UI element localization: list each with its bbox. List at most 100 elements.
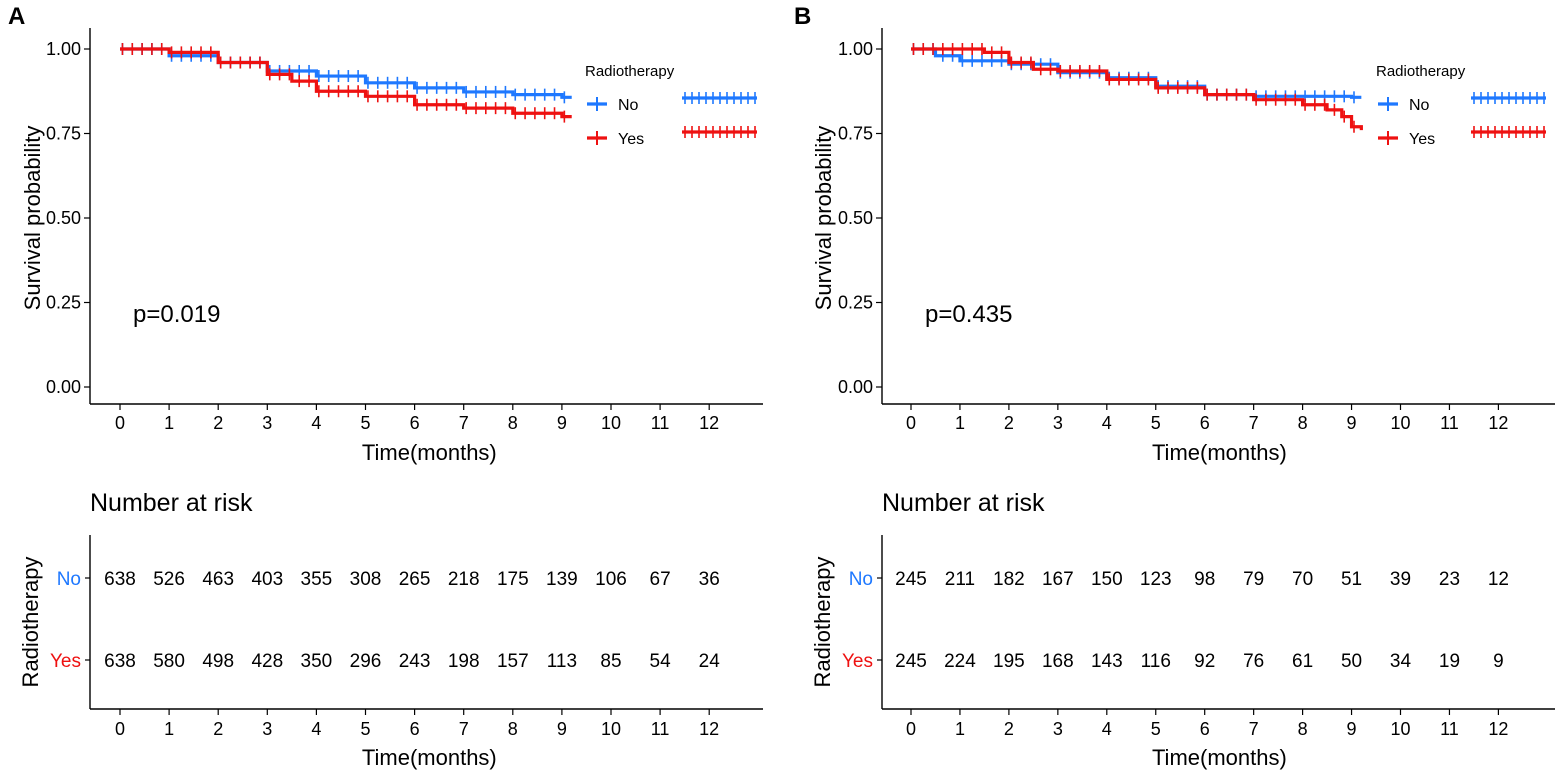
censor-marks-yes xyxy=(121,43,566,123)
risk-count: 182 xyxy=(993,569,1025,590)
risk-count: 580 xyxy=(153,651,185,672)
risk-count: 218 xyxy=(448,569,480,590)
panel-a: A0.000.250.500.751.000 1 2 3 4 5 6 7 8 9 10 11 12Tim… xyxy=(8,3,763,770)
x-tick-label: 4 xyxy=(311,413,321,433)
risk-x-tick-label: 11 xyxy=(1440,719,1459,739)
risk-x-tick-label: 6 xyxy=(410,719,420,739)
y-tick-label: 0.25 xyxy=(46,293,81,313)
risk-count: 150 xyxy=(1091,569,1123,590)
legend: Radiotherapy No Yes xyxy=(1376,63,1546,148)
x-tick-label: 3 xyxy=(262,413,272,433)
risk-row-label-no: No xyxy=(849,569,873,590)
y-axis-title: Survival probability xyxy=(20,126,45,311)
risk-count: 98 xyxy=(1194,569,1215,590)
risk-count: 12 xyxy=(1488,569,1509,590)
risk-count: 355 xyxy=(301,569,333,590)
risk-count: 24 xyxy=(699,651,721,672)
x-tick-label: 7 xyxy=(459,413,469,433)
risk-x-tick-label: 10 xyxy=(601,719,621,739)
risk-count: 143 xyxy=(1091,651,1123,672)
p-value: p=0.435 xyxy=(925,301,1012,328)
legend-title: Radiotherapy xyxy=(1376,63,1466,80)
censor-marks-yes xyxy=(912,43,1355,133)
x-tick-label: 6 xyxy=(1200,413,1210,433)
risk-x-tick-label: 2 xyxy=(213,719,223,739)
risk-count: 67 xyxy=(650,569,671,590)
y-tick-label: 0.75 xyxy=(46,124,81,144)
risk-count: 61 xyxy=(1292,651,1313,672)
risk-count: 139 xyxy=(546,569,578,590)
risk-x-tick-label: 9 xyxy=(557,719,567,739)
risk-x-tick-label: 7 xyxy=(459,719,469,739)
risk-count: 175 xyxy=(497,569,529,590)
risk-x-tick-label: 0 xyxy=(906,719,916,739)
panel-label: B xyxy=(794,3,811,30)
risk-x-tick-label: 1 xyxy=(955,719,965,739)
risk-x-tick-label: 4 xyxy=(1102,719,1112,739)
x-tick-label: 11 xyxy=(1440,413,1459,433)
x-tick-label: 5 xyxy=(1151,413,1161,433)
survival-curve-yes xyxy=(911,47,1363,131)
risk-count: 296 xyxy=(350,651,382,672)
y-axis-title: Survival probability xyxy=(811,126,836,311)
x-tick-label: 10 xyxy=(601,413,621,433)
risk-count: 243 xyxy=(399,651,431,672)
y-tick-label: 1.00 xyxy=(46,39,81,59)
risk-count: 168 xyxy=(1042,651,1074,672)
risk-x-tick-label: 5 xyxy=(360,719,370,739)
x-tick-label: 1 xyxy=(955,413,965,433)
risk-x-tick-label: 1 xyxy=(164,719,174,739)
x-axis-title: Time(months) xyxy=(362,440,497,465)
survival-curve-yes xyxy=(120,47,572,119)
risk-table-x-title: Time(months) xyxy=(1152,745,1287,770)
x-tick-label: 3 xyxy=(1053,413,1063,433)
risk-count: 167 xyxy=(1042,569,1074,590)
x-tick-label: 12 xyxy=(1488,413,1508,433)
risk-count: 308 xyxy=(350,569,382,590)
risk-count: 76 xyxy=(1243,651,1264,672)
censor-marks-no xyxy=(912,43,1355,104)
y-tick-label: 0.25 xyxy=(838,293,873,313)
x-axis-title: Time(months) xyxy=(1152,440,1287,465)
y-tick-label: 0.50 xyxy=(838,208,873,228)
risk-count: 350 xyxy=(301,651,333,672)
risk-count: 36 xyxy=(699,569,720,590)
risk-count: 245 xyxy=(895,569,927,590)
risk-x-tick-label: 9 xyxy=(1347,719,1357,739)
p-value: p=0.019 xyxy=(133,301,220,328)
risk-x-tick-label: 5 xyxy=(1151,719,1161,739)
legend-label-yes: Yes xyxy=(1409,131,1435,148)
risk-count: 106 xyxy=(595,569,627,590)
risk-count: 92 xyxy=(1194,651,1215,672)
risk-x-tick-label: 3 xyxy=(262,719,272,739)
y-tick-label: 1.00 xyxy=(838,39,873,59)
x-tick-label: 8 xyxy=(508,413,518,433)
risk-count: 39 xyxy=(1390,569,1411,590)
risk-count: 463 xyxy=(202,569,234,590)
risk-table-y-title: Radiotherapy xyxy=(810,557,835,688)
risk-count: 498 xyxy=(202,651,234,672)
x-tick-label: 2 xyxy=(1004,413,1014,433)
risk-x-tick-label: 10 xyxy=(1390,719,1410,739)
x-tick-label: 4 xyxy=(1102,413,1112,433)
x-tick-label: 10 xyxy=(1390,413,1410,433)
risk-x-tick-label: 8 xyxy=(1298,719,1308,739)
risk-table-y-title: Radiotherapy xyxy=(18,557,43,688)
legend-title: Radiotherapy xyxy=(585,63,675,80)
risk-x-tick-label: 7 xyxy=(1249,719,1259,739)
risk-count: 211 xyxy=(945,569,975,590)
risk-count: 19 xyxy=(1439,651,1460,672)
risk-row-label-no: No xyxy=(57,569,81,590)
x-tick-label: 8 xyxy=(1298,413,1308,433)
risk-x-tick-label: 8 xyxy=(508,719,518,739)
risk-count: 428 xyxy=(251,651,283,672)
risk-count: 54 xyxy=(650,651,672,672)
y-tick-label: 0.00 xyxy=(46,377,81,397)
risk-count: 403 xyxy=(251,569,283,590)
risk-count: 638 xyxy=(104,651,136,672)
risk-table-title: Number at risk xyxy=(90,489,253,517)
panel-b: B0.000.250.500.751.000 1 2 3 4 5 6 7 8 9 10 11 12Tim… xyxy=(794,3,1555,770)
x-tick-label: 6 xyxy=(410,413,420,433)
